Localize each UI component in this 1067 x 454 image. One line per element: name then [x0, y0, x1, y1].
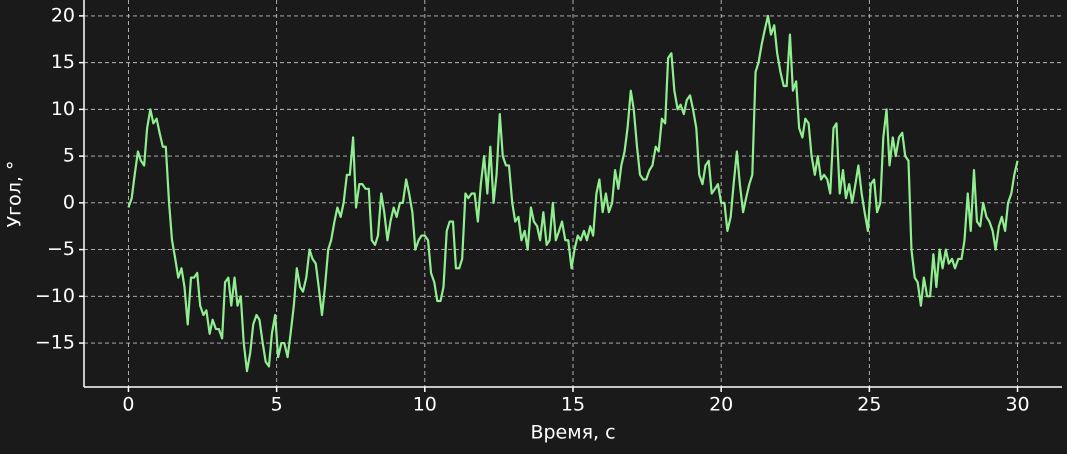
y-tick-label: −10 — [35, 285, 75, 307]
x-tick-label: 10 — [413, 394, 437, 416]
data-line — [127, 14, 1019, 373]
y-tick-label: 0 — [63, 191, 75, 213]
x-tick-label: 15 — [561, 394, 585, 416]
x-tick-label: 5 — [271, 394, 283, 416]
x-tick-label: 20 — [709, 394, 733, 416]
y-tick-label: −15 — [35, 332, 75, 354]
y-tick-label: 20 — [51, 4, 75, 26]
x-tick-label: 0 — [122, 394, 134, 416]
y-tick-label: 10 — [51, 98, 75, 120]
x-tick-label: 25 — [857, 394, 881, 416]
x-axis-label: Время, с — [530, 422, 615, 444]
y-tick-label: 5 — [63, 145, 75, 167]
y-tick-label: −5 — [47, 238, 75, 260]
y-axis-label: Угол, ° — [4, 161, 26, 228]
y-tick-label: 15 — [51, 51, 75, 73]
x-tick-label: 30 — [1005, 394, 1029, 416]
